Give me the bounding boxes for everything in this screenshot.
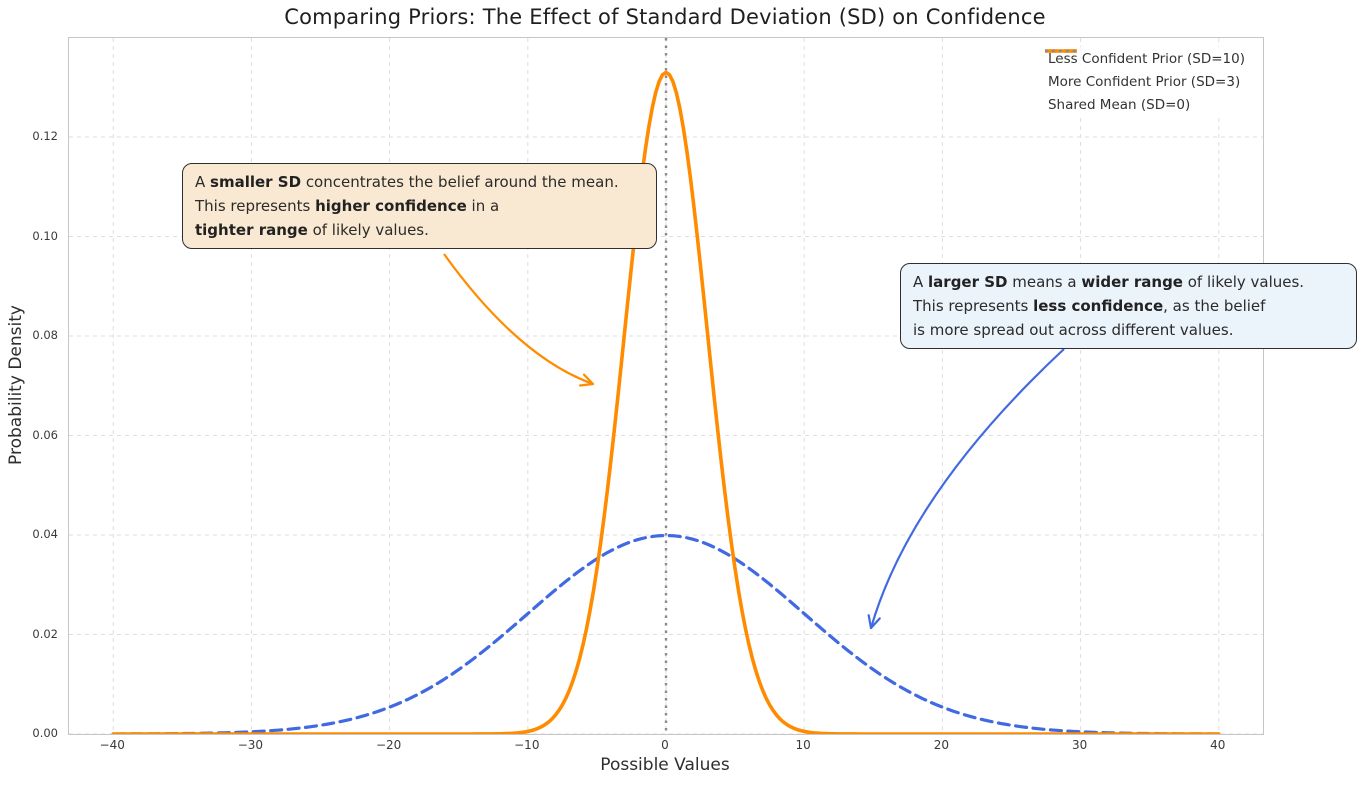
y-axis-label: Probability Density [6, 305, 26, 465]
annotation-line: This represents higher confidence in a [195, 197, 500, 215]
x-tick-label: 30 [1071, 738, 1088, 752]
x-tick-label: −20 [375, 738, 402, 752]
y-tick-label: 0.00 [32, 726, 58, 740]
annotation-line: tighter range of likely values. [195, 221, 429, 239]
arrow-to-wide-curve-head [869, 617, 881, 630]
x-tick-label: 10 [795, 738, 811, 752]
curve-less-confident [111, 533, 1221, 734]
x-axis-label: Possible Values [600, 755, 730, 775]
x-tick-label: 40 [1210, 738, 1226, 752]
y-tick-label: 0.06 [32, 427, 58, 442]
legend-item: More Confident Prior (SD=3) [1044, 49, 1245, 91]
legend-shared-mean-sample [1044, 49, 1077, 53]
legend-label: More Confident Prior (SD=3) [1047, 73, 1241, 90]
legend-item: Shared Mean (SD=0) [1044, 49, 1245, 114]
chart-title: Comparing Priors: The Effect of Standard… [284, 5, 1046, 29]
x-tick-label: −30 [237, 738, 264, 752]
curve-more-confident [111, 70, 1221, 734]
arrow-to-wide-curve [869, 348, 1065, 629]
x-tick-label: −40 [99, 738, 125, 752]
annotation-larger-sd: A larger SD means a wider range of likel… [900, 263, 1357, 349]
annotation-line: A larger SD means a wider range of likel… [913, 273, 1305, 291]
annotation-line: A smaller SD concentrates the belief aro… [195, 173, 619, 191]
annotation-line: is more spread out across different valu… [913, 321, 1234, 339]
plot-canvas [69, 38, 1263, 734]
x-tick-label: 0 [661, 738, 669, 752]
x-tick-label: −10 [514, 738, 540, 752]
y-tick-label: 0.08 [32, 328, 58, 342]
y-tick-label: 0.10 [32, 228, 58, 243]
x-tick-label: 20 [933, 738, 950, 752]
annotation-line: This represents less confidence, as the … [913, 297, 1266, 315]
y-tick-label: 0.12 [32, 129, 58, 143]
legend: Less Confident Prior (SD=10) More Confide… [1043, 47, 1249, 116]
arrow-to-narrow-curve-head [578, 382, 595, 387]
y-tick-label: 0.04 [32, 527, 58, 541]
y-tick-label: 0.02 [32, 626, 58, 641]
annotation-smaller-sd: A smaller SD concentrates the belief aro… [182, 163, 657, 249]
arrow-to-narrow-curve [443, 253, 594, 386]
plot-area: Less Confident Prior (SD=10) More Confide… [68, 37, 1264, 735]
arrow-to-wide-curve-head [867, 614, 873, 630]
legend-label: Less Confident Prior (SD=10) [1047, 50, 1245, 67]
arrow-to-narrow-curve-head [582, 373, 595, 386]
legend-label: Shared Mean (SD=0) [1047, 96, 1191, 113]
